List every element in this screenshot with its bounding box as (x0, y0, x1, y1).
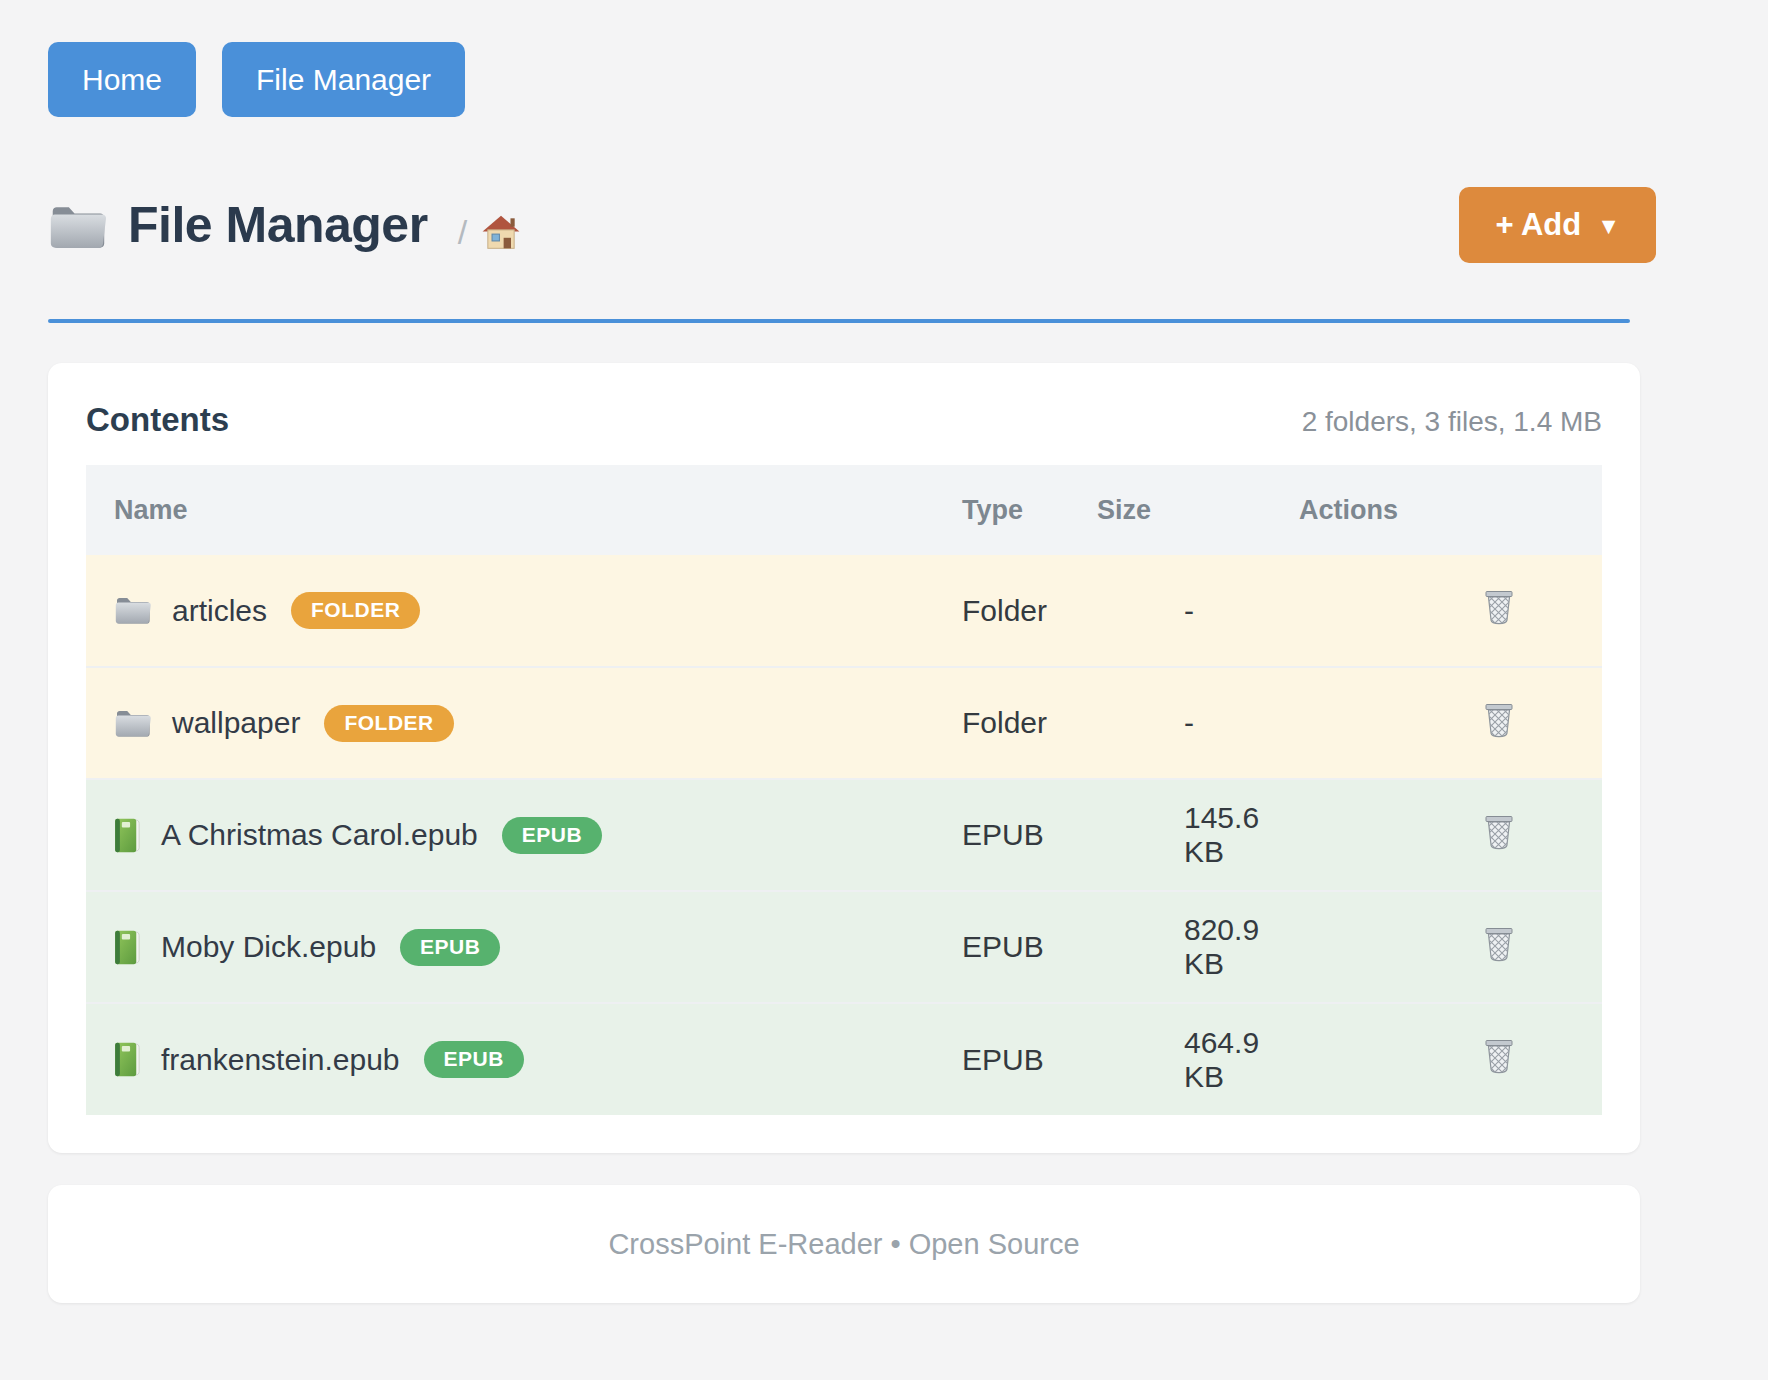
top-nav: Home File Manager (48, 42, 1640, 117)
cell-size: - (1069, 667, 1284, 779)
cell-size: 145.6 KB (1069, 779, 1284, 891)
cell-type: Folder (934, 667, 1069, 779)
type-badge: FOLDER (291, 592, 420, 629)
type-badge: EPUB (502, 817, 602, 854)
trash-icon (1481, 588, 1517, 626)
delete-button[interactable] (1481, 1037, 1517, 1075)
table-row: articles FOLDER Folder - (86, 555, 1602, 667)
delete-button[interactable] (1481, 701, 1517, 739)
page-header: File Manager / + Add (48, 187, 1640, 263)
table-row: frankenstein.epub EPUB EPUB 464.9 KB (86, 1003, 1602, 1115)
file-name[interactable]: frankenstein.epub (161, 1043, 400, 1077)
trash-icon (1481, 813, 1517, 851)
type-badge: FOLDER (324, 705, 453, 742)
trash-icon (1481, 925, 1517, 963)
column-header-actions: Actions (1284, 465, 1602, 555)
table-row: wallpaper FOLDER Folder - (86, 667, 1602, 779)
trash-icon (1481, 1037, 1517, 1075)
cell-type: EPUB (934, 1003, 1069, 1115)
contents-heading: Contents (86, 401, 229, 439)
column-header-size: Size (1069, 465, 1284, 555)
delete-button[interactable] (1481, 588, 1517, 626)
table-header-row: Name Type Size Actions (86, 465, 1602, 555)
file-name[interactable]: wallpaper (172, 706, 300, 740)
file-name[interactable]: Moby Dick.epub (161, 930, 376, 964)
folder-icon (114, 595, 152, 626)
book-icon (114, 930, 141, 965)
folder-icon (48, 202, 108, 252)
contents-card: Contents 2 folders, 3 files, 1.4 MB Name… (48, 363, 1640, 1153)
column-header-name: Name (86, 465, 934, 555)
breadcrumb-separator: / (458, 213, 467, 252)
files-table: Name Type Size Actions (86, 465, 1602, 1115)
page-title: File Manager (128, 196, 428, 254)
footer: CrossPoint E-Reader • Open Source (48, 1185, 1640, 1303)
caret-down-icon: ▼ (1597, 213, 1620, 240)
delete-button[interactable] (1481, 813, 1517, 851)
trash-icon (1481, 701, 1517, 739)
cell-size: 820.9 KB (1069, 891, 1284, 1003)
nav-file-manager-button[interactable]: File Manager (222, 42, 465, 117)
cell-type: EPUB (934, 779, 1069, 891)
add-button-label: + Add (1495, 207, 1581, 243)
nav-home-button[interactable]: Home (48, 42, 196, 117)
cell-type: Folder (934, 555, 1069, 667)
book-icon (114, 1042, 141, 1077)
add-button[interactable]: + Add ▼ (1459, 187, 1656, 263)
cell-size: 464.9 KB (1069, 1003, 1284, 1115)
header-divider (48, 319, 1630, 323)
delete-button[interactable] (1481, 925, 1517, 963)
file-name[interactable]: articles (172, 594, 267, 628)
breadcrumb: / (458, 213, 521, 252)
table-row: A Christmas Carol.epub EPUB EPUB 145.6 K… (86, 779, 1602, 891)
book-icon (114, 818, 141, 853)
type-badge: EPUB (424, 1041, 524, 1078)
home-icon[interactable] (481, 214, 521, 250)
file-manager-page: Home File Manager File Manager / (0, 0, 1768, 1380)
cell-size: - (1069, 555, 1284, 667)
folder-icon (114, 708, 152, 739)
footer-text: CrossPoint E-Reader • Open Source (608, 1228, 1079, 1261)
file-name[interactable]: A Christmas Carol.epub (161, 818, 478, 852)
contents-summary: 2 folders, 3 files, 1.4 MB (1302, 406, 1602, 438)
table-row: Moby Dick.epub EPUB EPUB 820.9 KB (86, 891, 1602, 1003)
cell-type: EPUB (934, 891, 1069, 1003)
column-header-type: Type (934, 465, 1069, 555)
type-badge: EPUB (400, 929, 500, 966)
